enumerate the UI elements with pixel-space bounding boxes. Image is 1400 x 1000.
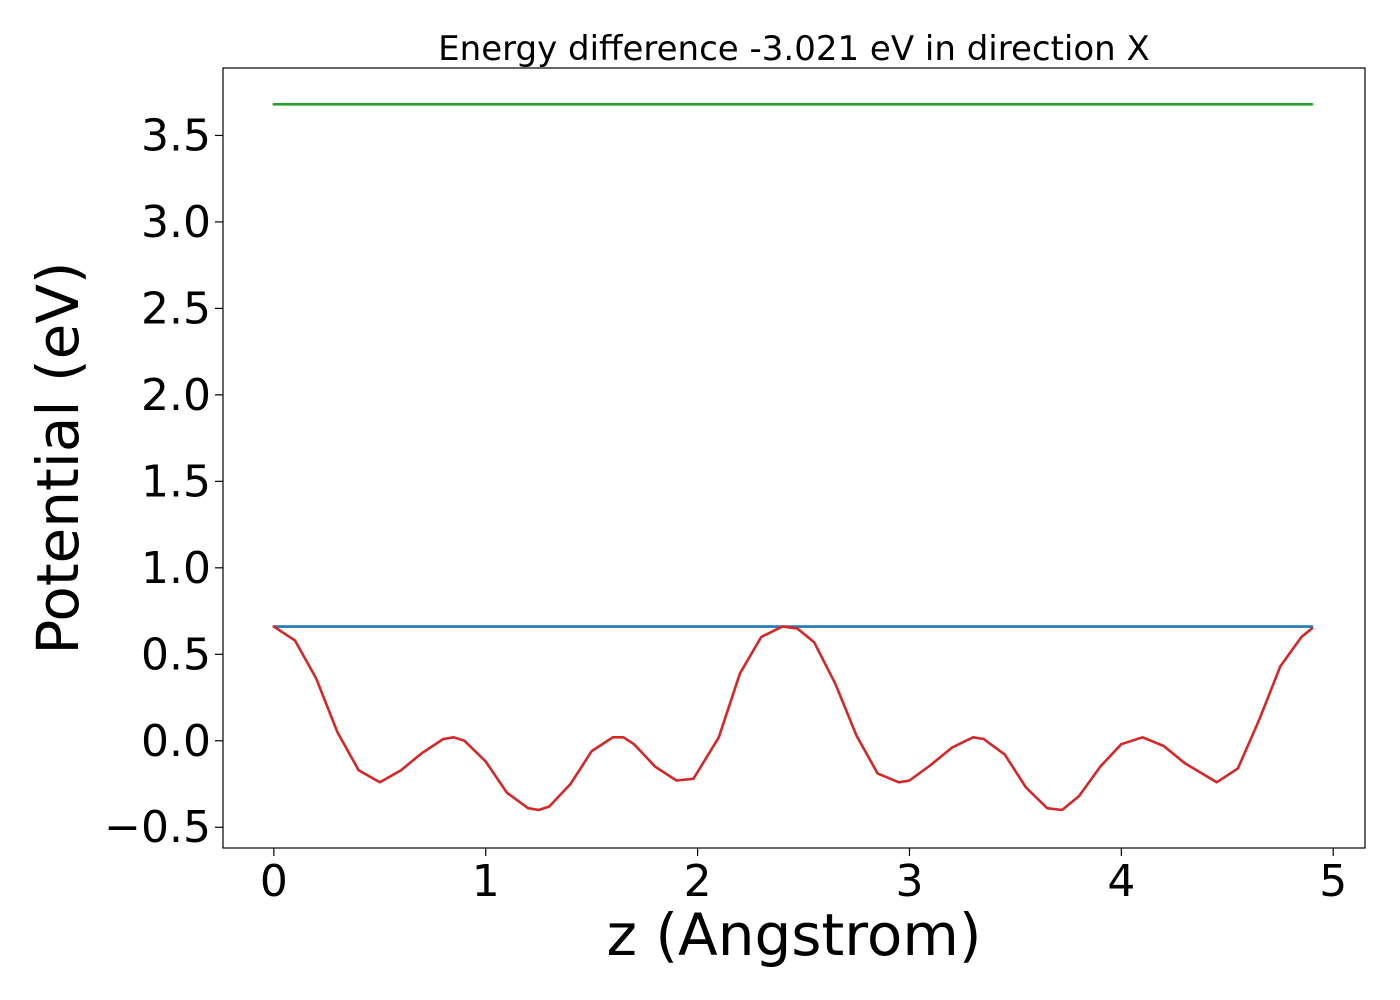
- x-tick-label: 3: [895, 856, 923, 907]
- y-axis-ticks: −0.5 0.0 0.5 1.0 1.5 2.0 2.5 3.0 3.5: [104, 110, 223, 853]
- x-axis-label: z (Angstrom): [607, 901, 982, 969]
- series-line-3: [272, 625, 1314, 812]
- x-tick-label: 2: [684, 856, 712, 907]
- y-axis-label: Potential (eV): [24, 261, 92, 654]
- x-axis-ticks: 0 1 2 3 4 5: [260, 848, 1347, 907]
- y-tick-label: 1.0: [141, 543, 211, 594]
- y-tick-label: −0.5: [104, 802, 211, 853]
- x-tick-label: 0: [260, 856, 288, 907]
- y-tick-label: 0.0: [141, 716, 211, 767]
- chart-title: Energy difference -3.021 eV in direction…: [438, 29, 1150, 69]
- y-tick-label: 1.5: [141, 456, 211, 507]
- x-tick-label: 4: [1107, 856, 1135, 907]
- y-tick-label: 3.0: [141, 197, 211, 248]
- y-tick-label: 2.5: [141, 283, 211, 334]
- y-tick-label: 0.5: [141, 629, 211, 680]
- x-tick-label: 1: [472, 856, 500, 907]
- series-layer: [272, 103, 1314, 812]
- plot-area-frame: [222, 67, 1366, 849]
- y-tick-label: 2.0: [141, 370, 211, 421]
- x-tick-label: 5: [1319, 856, 1347, 907]
- y-tick-label: 3.5: [141, 110, 211, 161]
